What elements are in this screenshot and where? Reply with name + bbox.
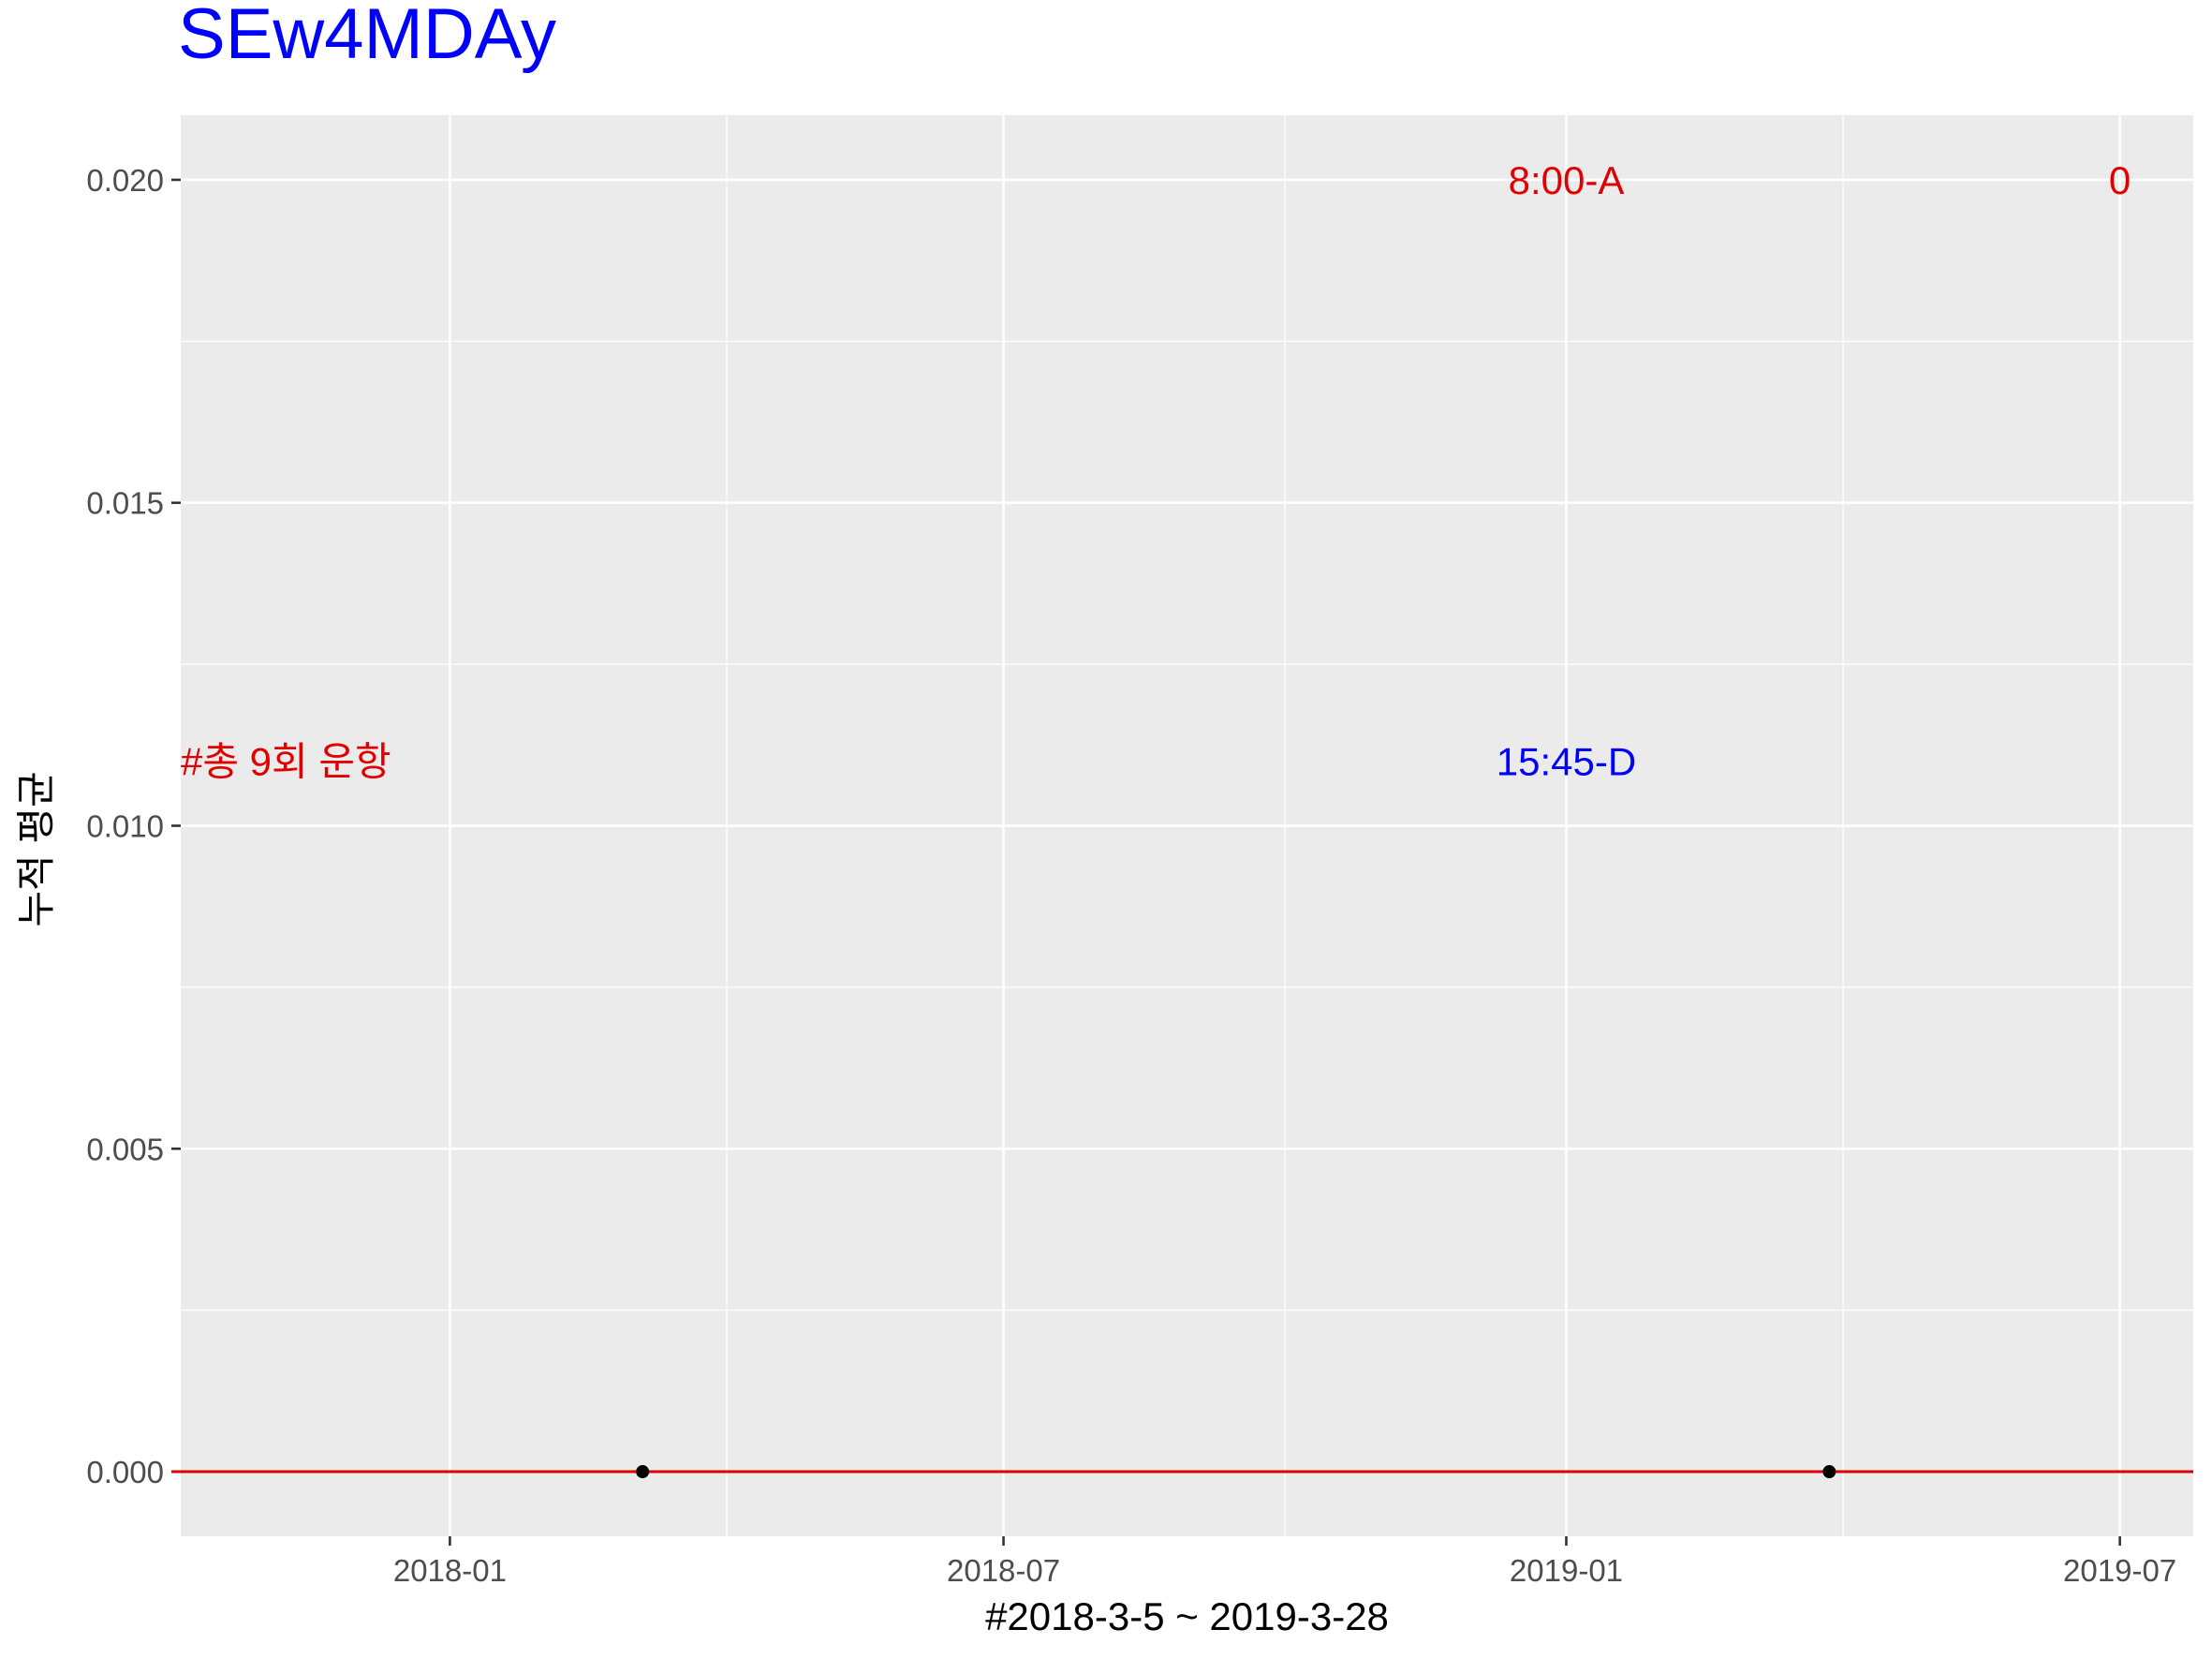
y-tick-label: 0.000 xyxy=(86,1455,164,1489)
y-axis-title: 누적 평균 xyxy=(14,771,58,926)
x-tick-label: 2018-01 xyxy=(393,1553,507,1588)
annotation-label: #총 9회 운항 xyxy=(181,740,391,784)
data-point xyxy=(636,1465,649,1478)
x-tick-label: 2019-01 xyxy=(1510,1553,1623,1588)
x-tick-label: 2019-07 xyxy=(2063,1553,2176,1588)
y-tick-label: 0.005 xyxy=(86,1132,164,1166)
y-tick-label: 0.020 xyxy=(86,163,164,198)
annotation-label: 15:45-D xyxy=(1497,740,1636,784)
y-tick-label: 0.015 xyxy=(86,486,164,521)
chart-title: SEw4MDAy xyxy=(178,0,556,74)
annotation-label: 8:00-A xyxy=(1509,158,1625,202)
x-tick-label: 2018-07 xyxy=(947,1553,1060,1588)
annotation-label: 0 xyxy=(2109,158,2131,202)
data-point xyxy=(1822,1465,1836,1478)
x-axis-title: #2018-3-5 ~ 2019-3-28 xyxy=(985,1594,1389,1638)
y-tick-label: 0.010 xyxy=(86,809,164,844)
